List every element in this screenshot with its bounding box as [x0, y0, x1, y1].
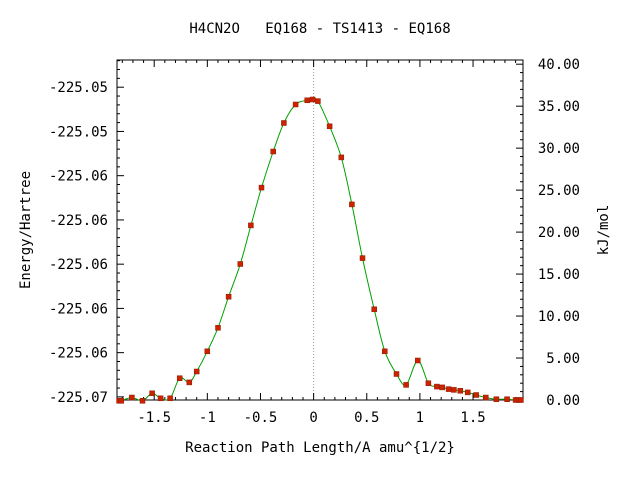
left-tick-label: -225.05 — [49, 124, 108, 140]
data-point — [258, 184, 265, 191]
data-point — [382, 348, 388, 355]
x-tick-label: 1 — [416, 410, 424, 426]
data-point — [237, 261, 244, 267]
left-y-axis: -225.07 -225.06 -225.06 -225.06 -225.06 -225.… — [49, 60, 124, 406]
data-point — [403, 382, 409, 388]
x-axis-label: Reaction Path Length/A amu^{1/2} — [185, 440, 455, 456]
data-point — [483, 394, 489, 401]
right-tick-label: 35.00 — [538, 99, 580, 115]
left-tick-label: -225.06 — [49, 213, 108, 229]
data-point — [445, 386, 452, 392]
data-point — [349, 201, 355, 208]
data-point — [439, 384, 445, 391]
right-tick-label: 0.00 — [546, 393, 580, 409]
left-tick-label: -225.06 — [49, 301, 108, 317]
data-point — [434, 383, 440, 390]
data-point — [248, 222, 254, 229]
data-point — [504, 396, 510, 402]
x-tick-label: 0 — [309, 410, 317, 426]
data-point — [281, 120, 287, 126]
data-point — [193, 368, 200, 375]
data-point — [518, 397, 524, 403]
left-y-axis-label: Energy/Hartree — [18, 171, 34, 289]
data-point — [270, 148, 276, 155]
left-tick-label: -225.06 — [49, 346, 108, 362]
x-axis: -1.5 -1 -0.5 0 0.5 1 1.5 — [121, 60, 517, 426]
data-point — [359, 255, 366, 261]
data-point — [204, 348, 211, 355]
left-tick-label: -225.06 — [49, 257, 108, 273]
data-point — [425, 380, 432, 386]
left-tick-label: -225.07 — [49, 390, 108, 406]
data-point — [326, 123, 333, 130]
right-tick-label: 25.00 — [538, 183, 580, 199]
data-point — [186, 379, 193, 386]
plot-frame — [116, 59, 524, 401]
data-point — [338, 154, 345, 161]
data-point — [309, 96, 316, 103]
series-markers — [116, 96, 524, 404]
data-point — [415, 357, 421, 364]
right-y-axis-label: kJ/mol — [596, 205, 612, 256]
data-point — [139, 398, 146, 404]
right-tick-label: 15.00 — [538, 267, 580, 283]
data-point — [451, 387, 457, 393]
right-tick-label: 20.00 — [538, 225, 580, 241]
data-point — [167, 395, 173, 402]
left-tick-label: -225.05 — [49, 80, 108, 96]
chart-title: H4CN2O EQ168 - TS1413 - EQ168 — [189, 21, 450, 37]
x-tick-label: -0.5 — [244, 410, 278, 426]
data-point — [149, 390, 155, 397]
data-point — [457, 388, 464, 394]
right-tick-label: 40.00 — [538, 57, 580, 73]
data-point — [225, 293, 232, 300]
data-point — [129, 394, 135, 401]
series-curve — [118, 98, 521, 402]
data-point — [215, 325, 221, 331]
data-point — [464, 389, 471, 396]
x-tick-label: -1 — [199, 410, 216, 426]
x-tick-label: -1.5 — [137, 410, 171, 426]
x-tick-label: 1.5 — [460, 410, 485, 426]
left-tick-label: -225.06 — [49, 169, 108, 185]
data-point — [473, 392, 479, 398]
data-point — [315, 98, 321, 104]
data-point — [118, 398, 125, 404]
data-point — [304, 97, 310, 104]
x-tick-label: 0.5 — [354, 410, 379, 426]
data-point — [292, 101, 299, 108]
right-tick-label: 10.00 — [538, 309, 580, 325]
data-point — [371, 306, 377, 313]
data-point — [176, 375, 183, 381]
data-point — [157, 395, 164, 402]
right-y-axis: 0.00 5.00 10.00 15.00 20.00 25.00 30.00 35.00 40… — [516, 57, 580, 409]
data-point — [393, 371, 400, 377]
right-tick-label: 5.00 — [546, 351, 580, 367]
right-tick-label: 30.00 — [538, 141, 580, 157]
data-point — [493, 396, 500, 402]
